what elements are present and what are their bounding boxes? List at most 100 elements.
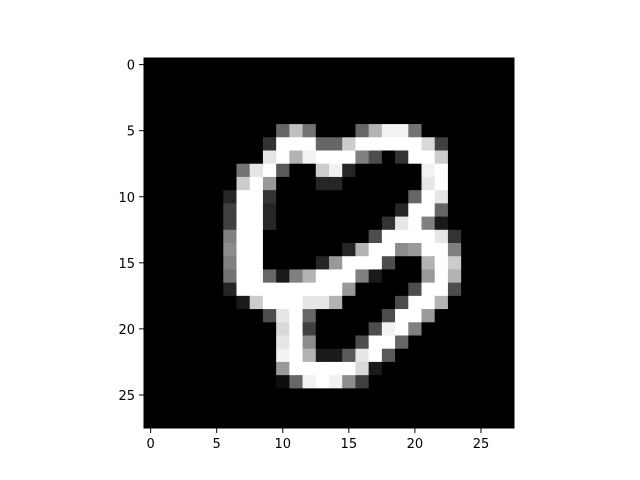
heatmap-cell <box>395 401 409 416</box>
heatmap-cell <box>434 150 449 165</box>
heatmap-cell <box>157 243 171 257</box>
heatmap-cell <box>368 124 383 138</box>
heatmap-cell <box>408 216 422 231</box>
heatmap-cell <box>289 401 303 416</box>
heatmap-cell <box>262 176 277 191</box>
heatmap-cell <box>223 110 237 125</box>
heatmap-cell <box>144 375 158 389</box>
heatmap-cell <box>196 269 211 284</box>
heatmap-cell <box>302 137 317 151</box>
heatmap-cell <box>210 375 224 389</box>
heatmap-cell <box>355 375 370 389</box>
heatmap-cell <box>447 243 462 257</box>
y-tick-label: 25 <box>118 389 135 404</box>
heatmap-cell <box>276 375 290 389</box>
heatmap-cell <box>395 71 409 85</box>
heatmap-cell <box>461 309 475 323</box>
heatmap-cell <box>170 97 185 112</box>
heatmap-cell <box>381 229 396 244</box>
heatmap-cell <box>223 335 237 350</box>
heatmap-cell <box>381 71 396 85</box>
heatmap-cell <box>276 203 290 217</box>
heatmap-cell <box>315 335 330 350</box>
heatmap-cell <box>276 401 290 416</box>
heatmap-cell <box>421 58 436 72</box>
heatmap-cell <box>196 84 211 99</box>
heatmap-cell <box>395 84 409 99</box>
heatmap-cell <box>249 176 264 191</box>
heatmap-cell <box>342 124 356 138</box>
heatmap-cell <box>262 375 277 389</box>
heatmap-cell <box>329 84 343 99</box>
heatmap-cell <box>289 361 303 376</box>
heatmap-cell <box>487 269 502 284</box>
heatmap-cell <box>144 309 158 323</box>
heatmap-cell <box>421 309 436 323</box>
heatmap-cells <box>144 58 515 429</box>
heatmap-cell <box>329 176 343 191</box>
heatmap-cell <box>157 84 171 99</box>
heatmap-cell <box>170 388 185 402</box>
heatmap-cell <box>487 124 502 138</box>
heatmap-cell <box>461 348 475 363</box>
heatmap-cell <box>447 375 462 389</box>
heatmap-cell <box>289 110 303 125</box>
heatmap-cell <box>381 243 396 257</box>
heatmap-cell <box>315 84 330 99</box>
heatmap-cell <box>276 124 290 138</box>
heatmap-cell <box>342 203 356 217</box>
heatmap-cell <box>355 110 370 125</box>
heatmap-cell <box>236 190 251 204</box>
heatmap-cell <box>421 335 436 350</box>
heatmap-cell <box>434 375 449 389</box>
heatmap-cell <box>421 229 436 244</box>
heatmap-cell <box>421 322 436 336</box>
heatmap-cell <box>408 84 422 99</box>
heatmap-cell <box>196 137 211 151</box>
heatmap-cell <box>461 110 475 125</box>
heatmap-cell <box>487 375 502 389</box>
heatmap-cell <box>276 361 290 376</box>
heatmap-cell <box>329 309 343 323</box>
heatmap-cell <box>500 58 515 72</box>
heatmap-cell <box>447 203 462 217</box>
heatmap-cell <box>170 256 185 270</box>
heatmap-cell <box>329 414 343 429</box>
heatmap-cell <box>144 229 158 244</box>
y-axis-ticks: 0 5 10 15 20 25 <box>118 59 144 404</box>
heatmap-cell <box>144 282 158 297</box>
heatmap-cell <box>315 71 330 85</box>
heatmap-cell <box>236 137 251 151</box>
heatmap-cell <box>474 361 488 376</box>
heatmap-cell <box>329 243 343 257</box>
heatmap-cell <box>408 401 422 416</box>
heatmap-cell <box>183 176 198 191</box>
heatmap-cell <box>474 401 488 416</box>
heatmap-cell <box>447 163 462 178</box>
heatmap-cell <box>434 388 449 402</box>
heatmap-cell <box>500 97 515 112</box>
heatmap-cell <box>368 256 383 270</box>
heatmap-cell <box>368 295 383 310</box>
heatmap-cell <box>276 84 290 99</box>
heatmap-cell <box>461 256 475 270</box>
heatmap-cell <box>249 137 264 151</box>
heatmap-cell <box>461 176 475 191</box>
heatmap-cell <box>157 190 171 204</box>
heatmap-cell <box>487 414 502 429</box>
x-tick-label: 15 <box>341 437 358 452</box>
heatmap-cell <box>500 361 515 376</box>
x-tick-label: 5 <box>213 437 221 452</box>
heatmap-cell <box>170 309 185 323</box>
heatmap-cell <box>262 216 277 231</box>
heatmap-cell <box>421 71 436 85</box>
heatmap-cell <box>461 190 475 204</box>
heatmap-cell <box>421 375 436 389</box>
heatmap-cell <box>276 243 290 257</box>
heatmap-cell <box>170 163 185 178</box>
heatmap-cell <box>210 97 224 112</box>
heatmap-cell <box>461 97 475 112</box>
heatmap-cell <box>157 216 171 231</box>
heatmap-cell <box>461 243 475 257</box>
heatmap-cell <box>461 71 475 85</box>
